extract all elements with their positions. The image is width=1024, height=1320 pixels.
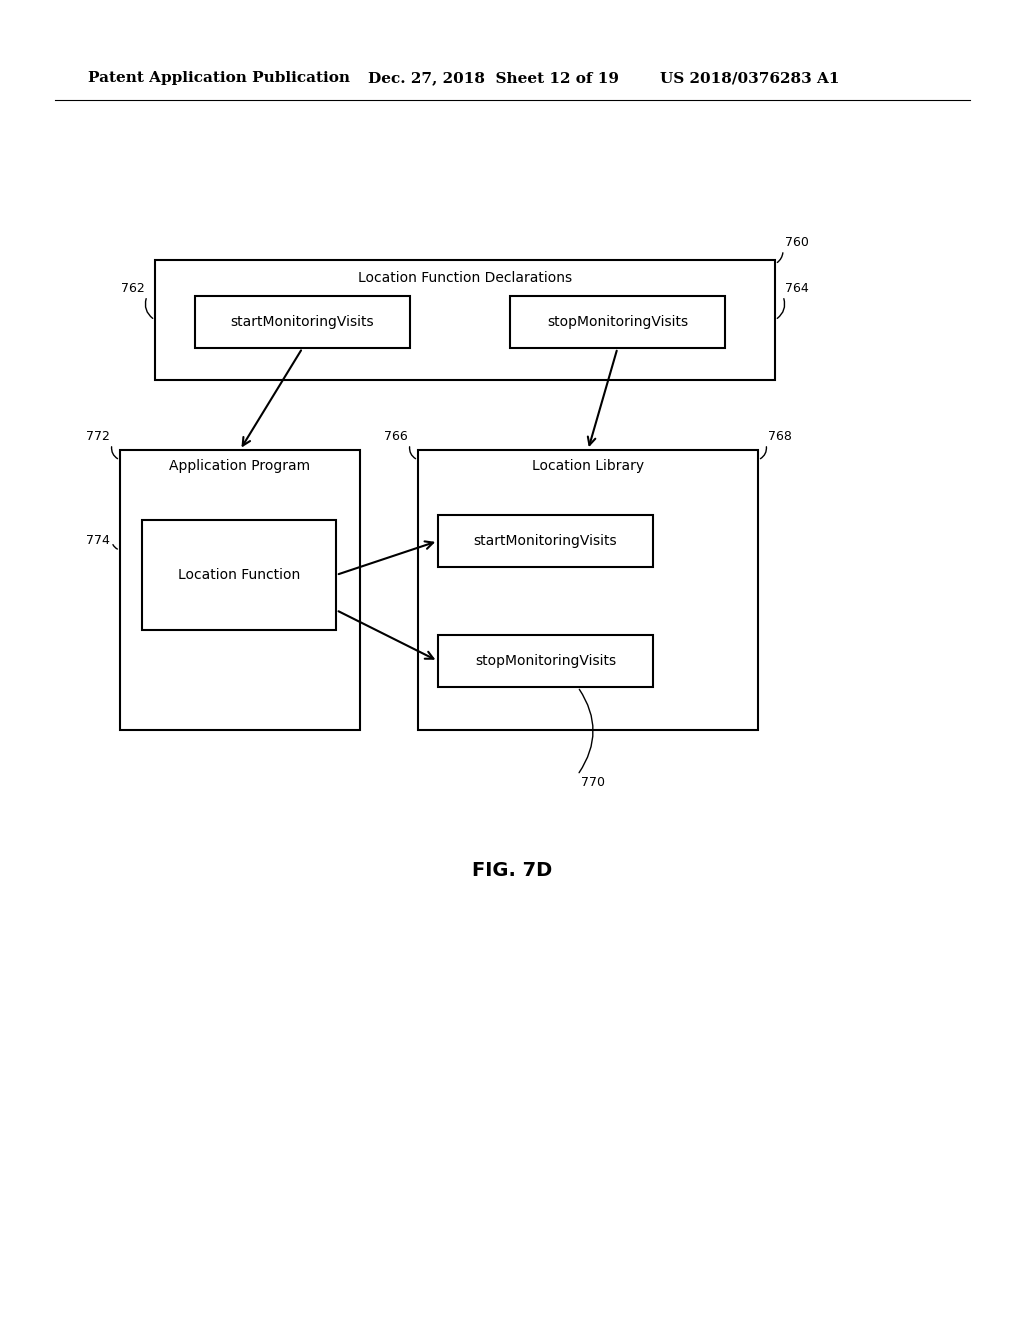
FancyArrowPatch shape [777,298,784,318]
FancyArrowPatch shape [761,446,766,458]
FancyArrowPatch shape [113,545,118,549]
Bar [120,450,360,730]
Bar [438,635,653,686]
FancyArrowPatch shape [145,298,153,318]
Text: 774: 774 [86,533,110,546]
Text: Dec. 27, 2018  Sheet 12 of 19: Dec. 27, 2018 Sheet 12 of 19 [368,71,618,84]
FancyArrowPatch shape [410,446,416,458]
Text: 766: 766 [384,429,408,442]
Text: Patent Application Publication: Patent Application Publication [88,71,350,84]
Text: 768: 768 [768,429,792,442]
Text: stopMonitoringVisits: stopMonitoringVisits [547,315,688,329]
Text: stopMonitoringVisits: stopMonitoringVisits [475,653,616,668]
Bar [418,450,758,730]
FancyArrowPatch shape [777,252,783,263]
Text: 770: 770 [581,776,604,788]
Text: Location Function Declarations: Location Function Declarations [358,271,572,285]
Bar [510,296,725,348]
Bar [195,296,410,348]
Bar [155,260,775,380]
Text: 764: 764 [785,281,809,294]
Text: startMonitoringVisits: startMonitoringVisits [474,535,617,548]
Text: 760: 760 [785,235,809,248]
FancyArrowPatch shape [579,689,593,772]
Text: 772: 772 [86,429,110,442]
Text: FIG. 7D: FIG. 7D [472,861,552,879]
Bar [438,515,653,568]
Text: US 2018/0376283 A1: US 2018/0376283 A1 [660,71,840,84]
Text: startMonitoringVisits: startMonitoringVisits [230,315,375,329]
Text: Location Function: Location Function [178,568,300,582]
FancyArrowPatch shape [112,446,118,458]
Bar [142,520,336,630]
Text: 762: 762 [121,281,145,294]
Text: Application Program: Application Program [169,459,310,473]
Text: Location Library: Location Library [531,459,644,473]
